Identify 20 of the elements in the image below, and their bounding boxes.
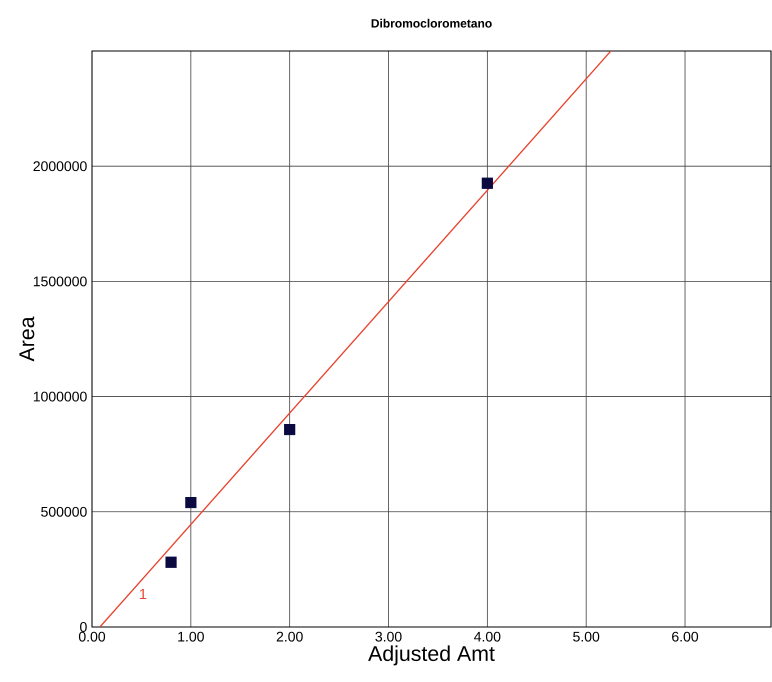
y-tick-label: 0: [80, 622, 87, 632]
x-tick-label: 2.00: [276, 632, 303, 642]
chart-title: Dibromoclorometano: [372, 18, 492, 28]
y-tick-label: 1000000: [34, 392, 87, 402]
x-tick-label: 6.00: [672, 632, 698, 642]
x-axis-title: Adjusted Amt: [368, 645, 495, 666]
point: [185, 496, 196, 508]
y-tick-label: 2000000: [34, 161, 87, 172]
x-tick-label: 0.00: [78, 632, 106, 642]
point: [284, 424, 296, 436]
x-tick-label: 5.00: [573, 632, 600, 642]
point: [165, 556, 177, 568]
y-tick-label: 1500000: [34, 276, 87, 286]
y-tick-label: 500000: [41, 506, 87, 517]
point: [482, 178, 493, 189]
x-tick-label: 4.00: [474, 632, 500, 642]
x-tick-label: 1.00: [178, 632, 204, 642]
y-axis-title: Area: [19, 316, 34, 362]
x-tick-label: 3.00: [375, 632, 402, 642]
annotation: 1: [140, 588, 146, 600]
